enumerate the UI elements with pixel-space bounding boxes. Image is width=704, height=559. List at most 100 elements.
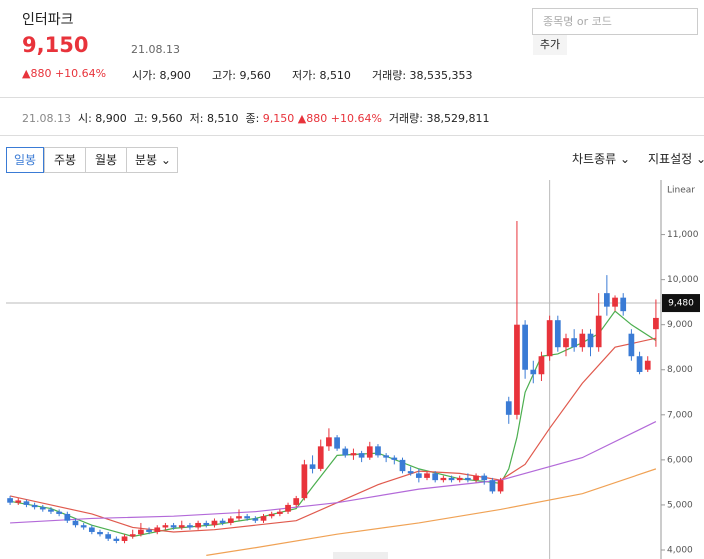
y-tick-label: 8,000 [667,365,693,375]
ohlc-change: ▲880 +10.64% [297,112,382,125]
y-tick-label: 4,000 [667,545,693,555]
stock-name: 인터파크 [22,12,74,28]
candle-body [72,520,79,526]
ohlc-date: 21.08.13 [22,112,71,125]
menu-label: 차트종류 [572,152,617,166]
candle-body [211,520,218,526]
ohlc-row: 21.08.13 시: 8,900 고: 9,560 저: 8,510 종: 9… [22,110,489,126]
candle-body [203,522,210,526]
candle-body [424,473,430,478]
candle-body [97,531,103,535]
candle-body [440,477,447,481]
candle-body [293,498,300,505]
candle-body [595,315,602,348]
date: 21.08.13 [131,43,180,56]
candle-body [653,317,659,330]
stat: 고가: 9,560 [212,69,271,82]
candle-body [187,525,193,528]
candle-body [56,511,62,514]
scrollbar [333,552,388,559]
candle-body [88,527,95,532]
search-input[interactable]: 종목명 or 코드 [532,8,698,35]
change-pct: +10.64% [54,67,107,80]
candle-body [505,401,512,415]
candle-body [146,529,152,532]
candle-body [432,473,439,481]
candle-body [563,338,569,348]
candle-body [636,356,643,372]
divider [0,97,704,98]
candle-body [15,500,22,503]
candle-body [23,501,30,505]
price: 9,150 [22,33,89,57]
candle-body [268,513,275,517]
candle-body [48,509,54,512]
candle-body [244,516,251,519]
candle-body [326,437,332,447]
add-button[interactable]: 추가 [533,35,567,55]
scale-label: Linear [667,186,695,196]
change-abs: ▲880 [22,67,52,80]
candle-body [399,459,406,472]
candle-body [522,324,528,370]
tab[interactable]: 일봉 [6,147,44,173]
candle-body [530,369,537,375]
candle-body [301,464,308,499]
candle-body [219,520,226,523]
candle-body [39,507,46,510]
candle-body [407,471,414,474]
stat: 시가: 8,900 [132,69,191,82]
candle-body [113,538,120,541]
tab-label: 분봉 [135,153,158,167]
divider [0,135,704,136]
candle-body [579,333,586,348]
tab[interactable]: 분봉 ⌄ [126,147,178,173]
candle-body [162,525,169,528]
ohlc-close: 9,150 [262,112,295,125]
ohlc-item: 저: 8,510 [189,112,239,125]
menu[interactable]: 지표설정 ⌄ [648,152,704,166]
candle-body [489,480,496,492]
y-tick-label: 11,000 [667,230,699,240]
candle-body [628,333,635,357]
ohlc-item: 고: 9,560 [133,112,183,125]
candle-body [105,534,112,539]
candle-body [415,473,422,478]
stat: 거래량: 38,535,353 [372,69,473,82]
ohlc-item: 시: 8,900 [77,112,127,125]
candle-body [236,516,242,519]
candle-body [170,525,177,528]
ma-line [10,421,657,524]
ohlc-volume: 거래량: 38,529,811 [388,112,490,125]
candle-body [309,464,316,469]
candle-body [195,522,201,528]
candle-body [514,324,520,415]
candle-body [375,446,381,456]
candle-body [154,527,161,532]
ohlc-close-label: 종: [245,112,260,125]
candle-body [121,536,128,541]
candle-body [227,518,234,523]
candle-body [358,453,365,458]
candle-body [644,360,651,370]
tab[interactable]: 주봉 [44,147,86,173]
change: ▲880 +10.64% [22,67,106,80]
candle-body [448,477,455,481]
candle-body [277,511,283,514]
menu[interactable]: 차트종류 ⌄ [572,152,631,166]
candle-body [64,513,71,521]
candle-body [538,356,545,375]
candle-body [7,498,13,503]
y-tick-label: 9,000 [667,320,693,330]
candle-body [350,453,357,456]
candle-body [554,320,561,348]
ma-line [206,468,657,556]
y-tick-label: 6,000 [667,455,693,465]
candle-body [129,534,136,537]
stat: 저가: 8,510 [292,69,351,82]
candle-body [465,477,471,481]
candle-body [383,455,389,458]
menu-label: 지표설정 [648,152,693,166]
